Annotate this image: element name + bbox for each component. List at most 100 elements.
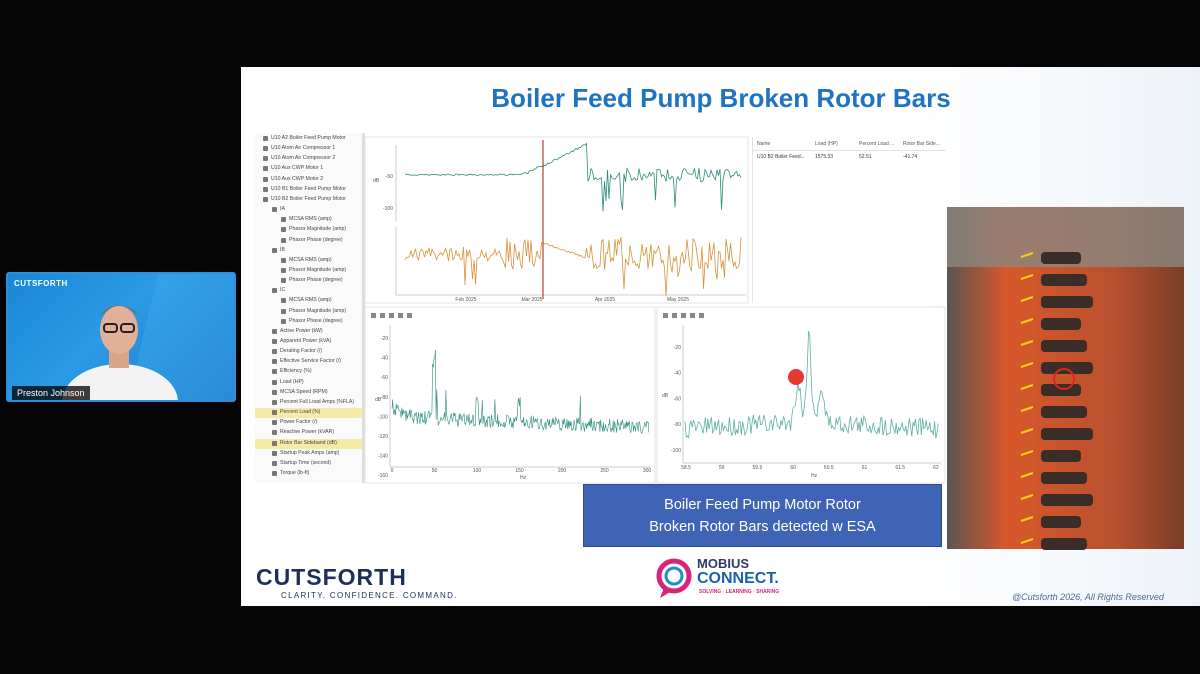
tree-item: MCSA Speed (RPM) <box>280 388 328 395</box>
table-cell: 52.51 <box>859 154 872 160</box>
rotor-bar <box>1041 494 1093 506</box>
toolbar-icon <box>672 313 677 318</box>
table-cell: 1575.33 <box>815 154 834 160</box>
tree-icon <box>281 318 286 324</box>
x-axis-label: Hz <box>811 473 818 479</box>
tree-item: U10 Atom Air Compressor 2 <box>271 155 336 162</box>
tree-item: U10 Atom Air Compressor 1 <box>271 145 336 152</box>
table-header: Rotor Bar Side... <box>903 141 940 147</box>
tree-icon <box>272 389 277 395</box>
yellow-mark <box>1020 274 1034 280</box>
tree-item: IA <box>280 206 285 213</box>
tree-icon <box>281 217 286 223</box>
y-tick-label: -60 <box>674 396 681 402</box>
x-tick-label: 60 <box>790 465 796 471</box>
tree-icon <box>263 186 268 192</box>
tree-icon <box>263 136 268 141</box>
x-tick-label: Feb 2025 <box>455 297 476 303</box>
y-axis-label: dB <box>662 393 669 399</box>
tree-highlight <box>255 438 362 449</box>
tree-icon <box>272 450 277 456</box>
rotor-bar <box>1041 516 1081 528</box>
tree-item: Active Power (kW) <box>280 327 323 334</box>
yellow-mark <box>1020 340 1034 346</box>
tree-icon <box>272 440 277 446</box>
signal-trace <box>391 349 650 435</box>
x-tick-label: 50 <box>432 468 438 474</box>
tree-item: Phasor Phase (degree) <box>289 236 343 243</box>
toolbar-icon <box>407 313 412 318</box>
yellow-mark <box>1020 450 1034 456</box>
tree-item: MCSA RMS (amp) <box>289 216 332 223</box>
tree-item: Load (HP) <box>280 378 304 385</box>
y-tick-label: -20 <box>674 345 681 351</box>
table-rule <box>753 150 946 151</box>
table-header: Name <box>757 141 771 147</box>
tree-icon <box>281 278 286 284</box>
rotor-bar <box>1041 318 1081 330</box>
x-tick-label: 60.5 <box>824 465 834 471</box>
rotor-bar <box>1041 472 1087 484</box>
tree-item: Efficiency (%) <box>280 368 312 375</box>
x-tick-label: 61.5 <box>895 465 905 471</box>
tree-highlight <box>255 408 362 419</box>
toolbar-icon <box>663 313 668 318</box>
y-tick-label: -80 <box>381 395 388 401</box>
yellow-mark <box>1020 384 1034 390</box>
tree-icon <box>263 146 268 152</box>
tree-icon <box>272 339 277 344</box>
yellow-mark <box>1020 296 1034 302</box>
toolbar-icon <box>690 313 695 318</box>
table-header: Load (HP) <box>815 141 838 147</box>
tree-icon <box>272 379 277 385</box>
tree-icon <box>272 207 277 213</box>
rotor-bar <box>1041 384 1081 396</box>
tree-item: Startup Time (second) <box>280 459 332 466</box>
tree-item: Effective Service Factor (/) <box>280 358 342 365</box>
toolbar-icon <box>681 313 686 318</box>
y-tick-label: -140 <box>378 454 388 460</box>
rotor-bar <box>1041 296 1093 308</box>
x-tick-label: 250 <box>600 468 609 474</box>
rotor-bar <box>1041 362 1093 374</box>
y-axis-label: dB <box>373 178 380 184</box>
tree-item: Power Factor (/) <box>280 419 318 426</box>
tree-icon <box>281 298 286 304</box>
tree-item: IC <box>280 287 286 294</box>
toolbar-icon <box>398 313 403 318</box>
tree-icon <box>281 267 286 273</box>
tree-icon <box>272 288 277 294</box>
tree-item: U10 B2 Boiler Feed Pump Motor <box>271 195 346 202</box>
tree-icon <box>263 156 268 162</box>
tree-icon <box>272 470 277 476</box>
webcam-tile: CUTSFORTH Preston Johnson <box>6 272 236 402</box>
mobius-tagline: SOLVING · LEARNING · SHARING <box>699 589 780 595</box>
x-tick-label: 59 <box>719 465 725 471</box>
tree-item: Reactive Power (kVAR) <box>280 429 335 436</box>
tree-icon <box>272 410 277 416</box>
tree-icon <box>272 247 277 253</box>
yellow-mark <box>1020 538 1034 544</box>
cutsforth-tagline: CLARITY. CONFIDENCE. COMMAND. <box>281 591 458 600</box>
tree-item: Phasor Magnitude (amp) <box>289 307 347 314</box>
slide: Boiler Feed Pump Broken Rotor Bars U10 A… <box>241 67 1200 606</box>
yellow-mark <box>1020 318 1034 324</box>
callout-line: Broken Rotor Bars detected w ESA <box>649 519 876 535</box>
tree-icon <box>281 308 286 314</box>
y-tick-label: -100 <box>378 414 388 420</box>
table-header: Percent Load ... <box>859 141 895 147</box>
chart-panel <box>364 136 749 304</box>
x-tick-label: 100 <box>473 468 482 474</box>
signal-trace <box>404 237 742 296</box>
x-axis-label: Hz <box>520 475 527 481</box>
x-tick-label: Mar 2025 <box>521 297 542 303</box>
tree-icon <box>272 359 277 365</box>
tree-icon <box>281 227 286 233</box>
tree-icon <box>281 237 286 243</box>
x-tick-label: 300 <box>643 468 652 474</box>
tree-item: U10 Aux CWP Motor 2 <box>271 175 324 182</box>
yellow-mark <box>1020 516 1034 522</box>
tree-panel: U10 A2 Boiler Feed Pump Motor U10 Atom Ai… <box>255 133 365 483</box>
tree-item: U10 Aux CWP Motor 1 <box>271 165 324 172</box>
